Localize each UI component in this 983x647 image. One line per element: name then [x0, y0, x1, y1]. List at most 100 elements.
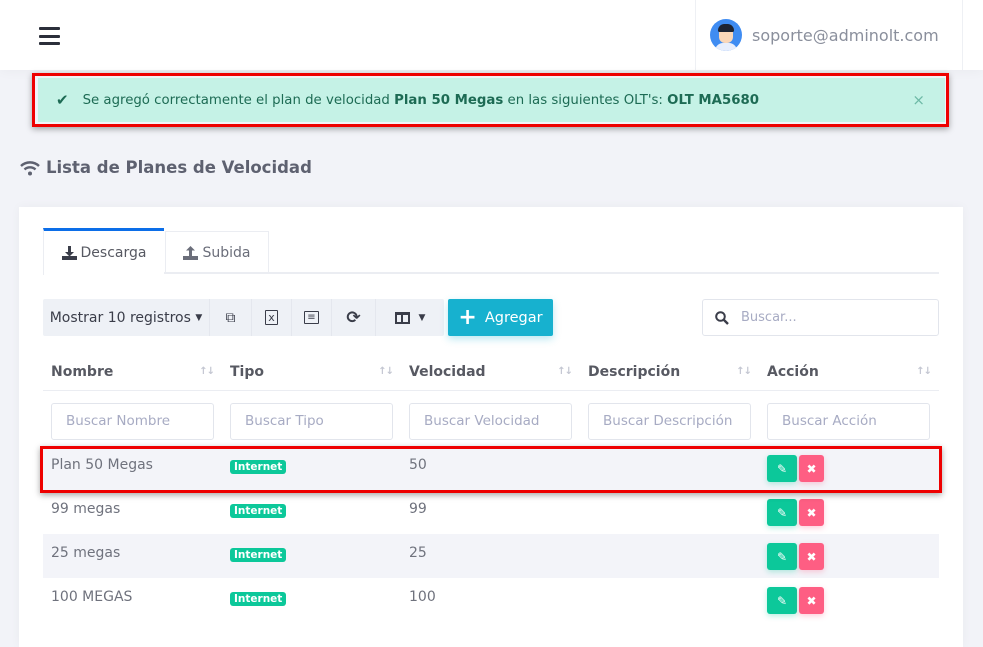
column-label: Velocidad	[409, 364, 486, 381]
sort-icon: ↑↓	[736, 366, 752, 377]
cell-tipo: Internet	[222, 534, 401, 578]
table-row: 100 MEGAS Internet 100 ✎ ✖	[43, 578, 939, 622]
edit-icon: ✎	[776, 505, 788, 520]
column-header-tipo[interactable]: Tipo ↑↓	[222, 355, 401, 391]
user-menu[interactable]: soporte@adminolt.com	[695, 0, 963, 70]
cell-accion: ✎ ✖	[759, 534, 939, 578]
excel-file-icon: x	[265, 310, 278, 325]
success-alert: ✔ Se agregó correctamente el plan de vel…	[38, 78, 945, 122]
close-icon: ✖	[806, 461, 817, 476]
column-header-accion[interactable]: Acción ↑↓	[759, 355, 939, 391]
table-row: 99 megas Internet 99 ✎ ✖	[43, 490, 939, 534]
copy-icon: ⧉	[225, 309, 236, 326]
sort-icon: ↑↓	[199, 366, 215, 377]
excel-button[interactable]: x	[252, 299, 292, 336]
highlight-box	[32, 73, 949, 127]
type-badge: Internet	[230, 460, 287, 474]
cell-nombre: 100 MEGAS	[51, 589, 133, 605]
plans-card: Descarga Subida Mostrar 10 registros ▼ ⧉…	[19, 207, 963, 647]
search-box	[702, 299, 939, 336]
user-email: soporte@adminolt.com	[752, 25, 939, 45]
tab-descarga[interactable]: Descarga	[43, 228, 164, 275]
edit-button[interactable]: ✎	[767, 587, 797, 614]
close-icon: ✖	[806, 593, 817, 608]
sort-icon: ↑↓	[557, 366, 573, 377]
column-visibility-button[interactable]: ▼	[376, 299, 444, 336]
close-alert-button[interactable]: ×	[912, 91, 925, 109]
table-toolbar: Mostrar 10 registros ▼ ⧉ x ≡ ⟳ ▼	[43, 299, 444, 336]
type-badge: Internet	[230, 548, 287, 562]
column-header-nombre[interactable]: Nombre ↑↓	[43, 355, 222, 391]
caret-down-icon: ▼	[195, 312, 203, 323]
cell-velocidad: 25	[409, 545, 427, 561]
cell-nombre: Plan 50 Megas	[51, 457, 153, 473]
column-label: Descripción	[588, 364, 681, 381]
delete-button[interactable]: ✖	[799, 499, 824, 526]
caret-down-icon: ▼	[418, 312, 426, 323]
type-badge: Internet	[230, 504, 287, 518]
close-icon: ✖	[806, 505, 817, 520]
avatar	[710, 19, 742, 51]
page-length-label: Mostrar 10 registros	[49, 309, 191, 326]
cell-tipo: Internet	[222, 490, 401, 534]
tab-label: Subida	[202, 245, 251, 261]
column-header-descripcion[interactable]: Descripción ↑↓	[580, 355, 759, 391]
add-label: Agregar	[484, 309, 543, 326]
column-label: Nombre	[51, 364, 114, 381]
filter-descripcion-input[interactable]	[588, 402, 751, 440]
edit-icon: ✎	[776, 593, 788, 608]
download-icon	[61, 246, 77, 260]
column-header-velocidad[interactable]: Velocidad ↑↓	[401, 355, 580, 391]
filter-row	[43, 390, 939, 446]
page-length-dropdown[interactable]: Mostrar 10 registros ▼	[43, 299, 210, 336]
page-title: Lista de Planes de Velocidad	[20, 158, 312, 177]
edit-button[interactable]: ✎	[767, 455, 797, 482]
plans-table: Nombre ↑↓ Tipo ↑↓ Velocidad ↑↓ Descripción ↑…	[43, 355, 939, 622]
close-icon: ✖	[806, 549, 817, 564]
filter-velocidad-input[interactable]	[409, 402, 572, 440]
type-badge: Internet	[230, 592, 287, 606]
cell-descripcion	[580, 446, 759, 490]
refresh-icon: ⟳	[346, 307, 361, 328]
filter-nombre-input[interactable]	[51, 402, 214, 440]
cell-velocidad: 100	[409, 589, 436, 605]
wifi-icon	[20, 160, 40, 175]
cell-nombre: 25 megas	[51, 545, 121, 561]
filter-tipo-input[interactable]	[230, 402, 393, 440]
cell-descripcion	[580, 578, 759, 622]
columns-icon	[394, 311, 410, 324]
edit-icon: ✎	[776, 461, 788, 476]
table-row: Plan 50 Megas Internet 50 ✎ ✖	[43, 446, 939, 490]
alert-message: Se agregó correctamente el plan de veloc…	[82, 92, 759, 108]
delete-button[interactable]: ✖	[799, 455, 824, 482]
add-plan-button[interactable]: + Agregar	[448, 299, 553, 336]
reload-button[interactable]: ⟳	[332, 299, 376, 336]
cell-velocidad: 50	[409, 457, 427, 473]
cell-nombre: 99 megas	[51, 501, 121, 517]
cell-descripcion	[580, 534, 759, 578]
edit-icon: ✎	[776, 549, 788, 564]
tabs: Descarga Subida	[43, 227, 939, 275]
csv-button[interactable]: ≡	[292, 299, 332, 336]
cell-descripcion	[580, 490, 759, 534]
cell-accion: ✎ ✖	[759, 446, 939, 490]
cell-velocidad: 99	[409, 501, 427, 517]
tab-subida[interactable]: Subida	[165, 231, 269, 274]
sort-icon: ↑↓	[916, 366, 932, 377]
edit-button[interactable]: ✎	[767, 499, 797, 526]
table-row: 25 megas Internet 25 ✎ ✖	[43, 534, 939, 578]
top-header: soporte@adminolt.com	[0, 0, 983, 70]
upload-icon	[183, 246, 199, 260]
file-text-icon: ≡	[304, 311, 319, 324]
sort-icon: ↑↓	[378, 366, 394, 377]
cell-tipo: Internet	[222, 446, 401, 490]
hamburger-menu-icon[interactable]	[39, 27, 60, 45]
search-input[interactable]	[741, 310, 921, 325]
delete-button[interactable]: ✖	[799, 587, 824, 614]
cell-tipo: Internet	[222, 578, 401, 622]
edit-button[interactable]: ✎	[767, 543, 797, 570]
filter-accion-input[interactable]	[767, 402, 930, 440]
page-title-text: Lista de Planes de Velocidad	[46, 158, 312, 177]
delete-button[interactable]: ✖	[799, 543, 824, 570]
copy-button[interactable]: ⧉	[210, 299, 252, 336]
